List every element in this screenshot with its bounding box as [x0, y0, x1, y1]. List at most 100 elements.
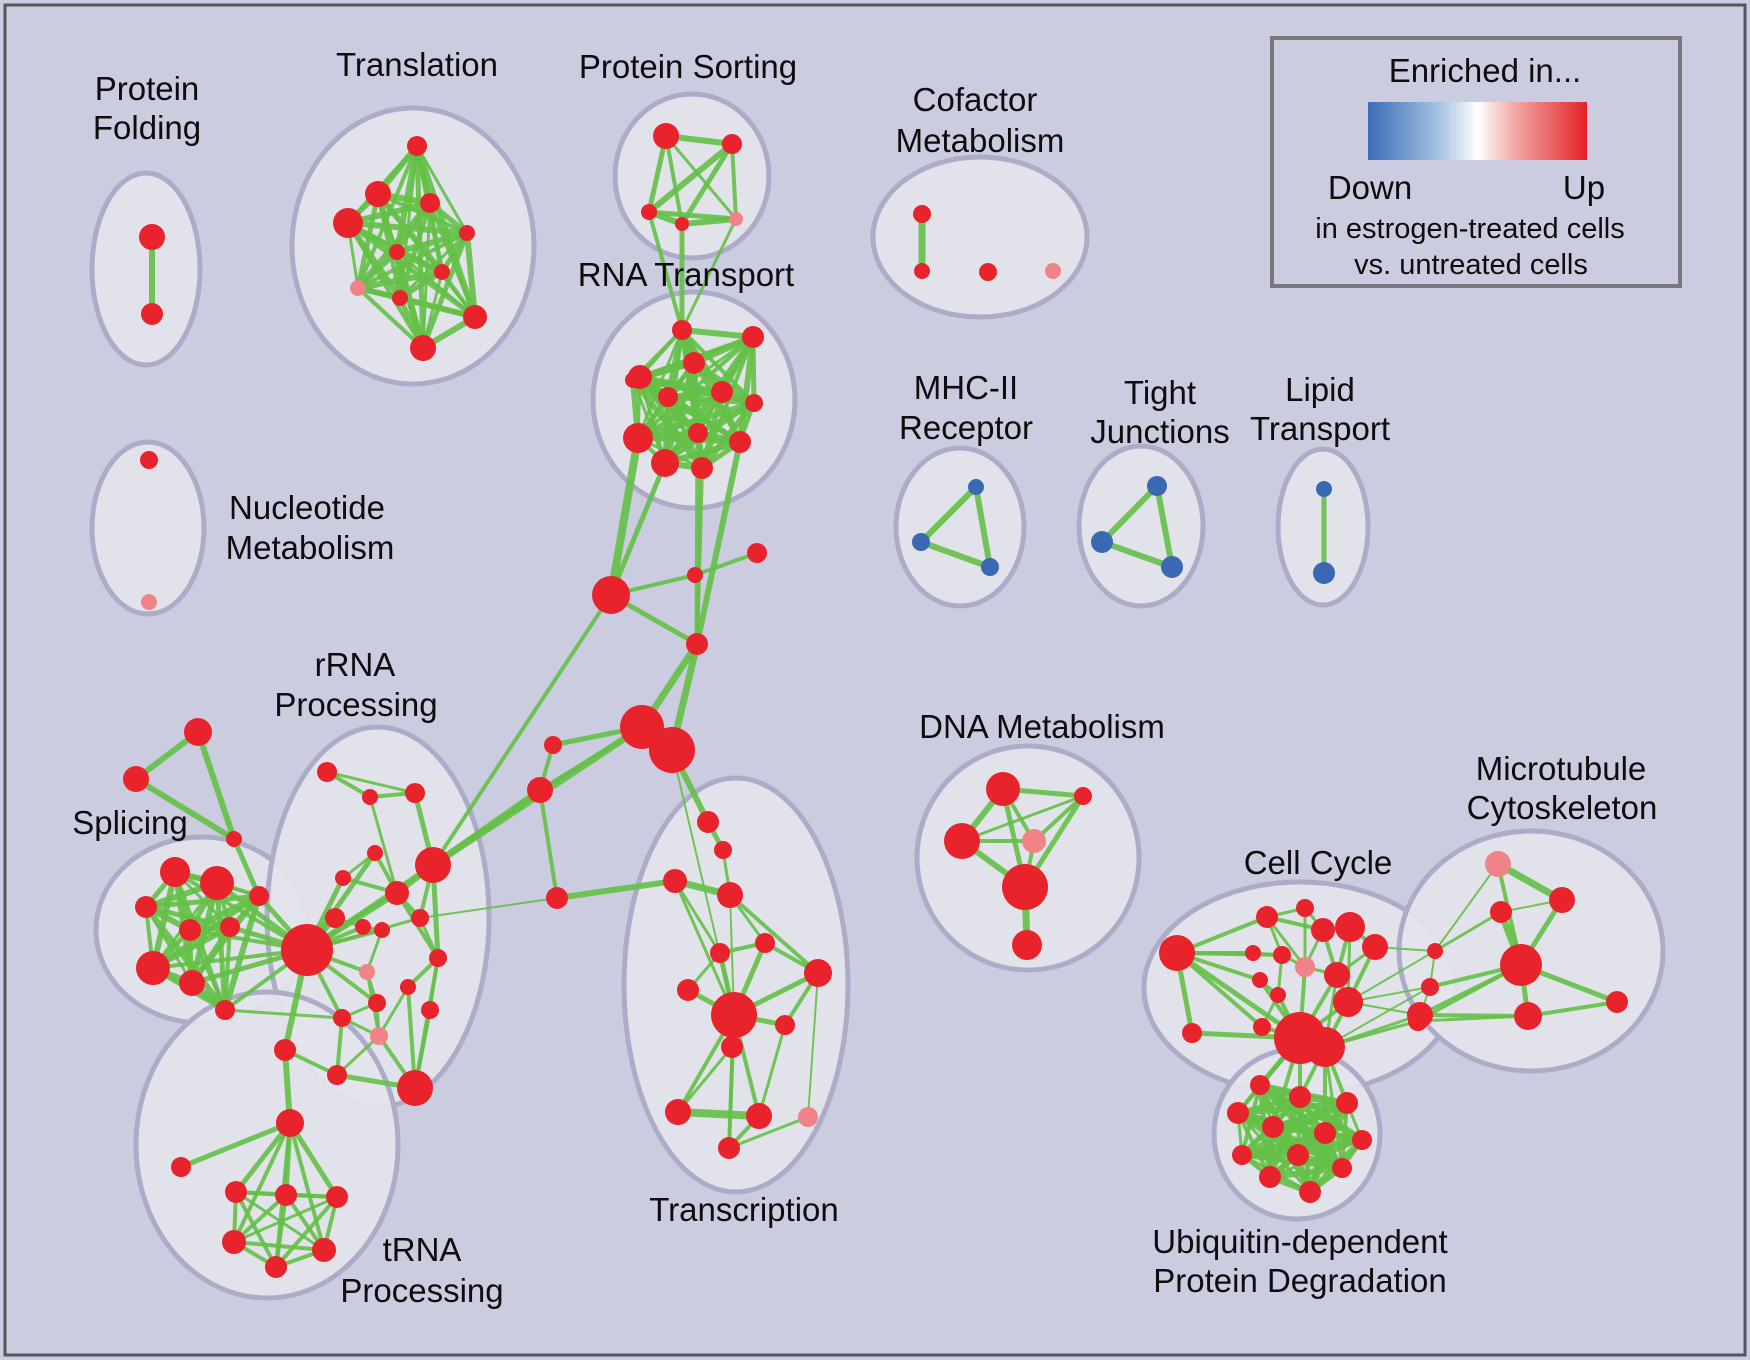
cluster-ellipse-nm: [89, 439, 207, 617]
node-dn-3: [1022, 829, 1046, 853]
edge-tx: [757, 1023, 787, 1118]
node-tx-8: [711, 992, 757, 1038]
node-mh-2: [981, 558, 999, 576]
node-tn-5: [222, 1230, 246, 1254]
node-tx-6: [804, 959, 832, 987]
node-tn-0: [276, 1109, 304, 1137]
edge-link-ps-rt: [647, 210, 684, 332]
node-ub-10: [1259, 1166, 1281, 1188]
node-sp-1: [200, 866, 234, 900]
node-nm-1: [141, 594, 157, 610]
node-rt-6: [711, 381, 733, 403]
edge-tl: [355, 269, 445, 291]
node-cn-9: [184, 718, 212, 746]
node-cc-13: [1270, 987, 1286, 1003]
node-lt-1: [1313, 562, 1335, 584]
edge-ps: [664, 134, 738, 221]
cluster-label-cf-0: Cofactor: [913, 81, 1038, 118]
node-cc-10: [1324, 962, 1350, 988]
cluster-label-nm-1: Metabolism: [226, 529, 395, 566]
node-tn-2: [225, 1181, 247, 1203]
node-tx-4: [710, 943, 730, 963]
node-dn-1: [1074, 787, 1092, 805]
cluster-label-nm-0: Nucleotide: [229, 489, 385, 526]
edge-ps: [679, 216, 739, 227]
node-sp-7: [215, 1000, 235, 1020]
node-cn-8: [546, 887, 568, 909]
edge-tl: [464, 230, 478, 320]
edge-tl: [394, 249, 445, 275]
edge-tn: [232, 1240, 326, 1252]
node-cn-3: [686, 633, 708, 655]
node-cc-16: [1305, 1027, 1345, 1067]
legend-title: Enriched in...: [1389, 52, 1582, 89]
cluster-label-lt-1: Transport: [1250, 410, 1390, 447]
node-rr-20: [274, 1039, 296, 1061]
node-ub-2: [1336, 1092, 1358, 1114]
node-tx-12: [746, 1103, 772, 1129]
cluster-label-rt-0: RNA Transport: [578, 256, 794, 293]
edge-tn: [274, 1195, 339, 1269]
edge-tj: [1154, 483, 1175, 570]
node-rt-10: [729, 431, 751, 453]
edge-rt: [679, 327, 756, 340]
node-ub-11: [1299, 1181, 1321, 1203]
node-rr-0: [317, 762, 337, 782]
edge-link-cn-tx: [671, 749, 735, 1016]
edge-cn: [693, 551, 759, 577]
node-rt-8: [623, 423, 653, 453]
edge-ub: [1267, 1165, 1345, 1180]
cluster-label-mh-1: Receptor: [899, 409, 1033, 446]
edge-tx: [673, 879, 736, 1017]
edge-tl: [394, 230, 470, 255]
edge-mh: [973, 484, 993, 570]
node-rt-1: [742, 326, 764, 348]
node-ps-1: [722, 134, 742, 154]
node-rr-5: [385, 881, 409, 905]
node-tj-1: [1091, 531, 1113, 553]
node-cc-5: [1335, 912, 1365, 942]
node-rr-16: [333, 1009, 351, 1027]
edge-cn: [133, 776, 237, 842]
cluster-ellipse-tj: [1076, 443, 1206, 609]
edge-link-cn-rr: [431, 593, 613, 867]
node-mt-3: [1500, 944, 1542, 986]
node-tl-7: [350, 280, 366, 296]
cluster-label-ub-1: Protein Degradation: [1153, 1262, 1447, 1299]
edge-cn: [195, 729, 237, 842]
node-sp-2: [135, 896, 157, 918]
node-mt-5: [1514, 1002, 1542, 1030]
node-ub-4: [1262, 1116, 1284, 1138]
edge-ps: [679, 141, 735, 227]
node-tx-1: [714, 841, 732, 859]
node-cc-14: [1253, 1018, 1271, 1036]
edge-link-cn-tx: [554, 878, 678, 901]
node-rr-6: [415, 847, 451, 883]
node-rt-2: [683, 352, 705, 374]
node-tx-7: [677, 979, 699, 1001]
node-tl-10: [410, 335, 436, 361]
node-cc-9: [1295, 957, 1315, 977]
nodes-layer: [123, 123, 1628, 1278]
legend: Enriched in... Down Up in estrogen-treat…: [1270, 36, 1682, 288]
node-cf-1: [914, 263, 930, 279]
node-pf-1: [141, 303, 163, 325]
cluster-label-ub-0: Ubiquitin-dependent: [1152, 1223, 1447, 1260]
node-cn-1: [687, 567, 703, 583]
legend-subtitle-line2: vs. untreated cells: [1354, 249, 1588, 281]
edge-tn: [232, 1121, 292, 1244]
cluster-label-tn-1: Processing: [340, 1272, 503, 1309]
node-rr-12: [429, 949, 447, 967]
node-sp-0: [160, 857, 190, 887]
edge-rt: [737, 334, 756, 445]
node-cc-12: [1252, 972, 1268, 988]
node-sp-3: [179, 919, 201, 941]
cluster-label-sp-0: Splicing: [72, 804, 188, 841]
edge-tx: [673, 879, 722, 955]
edge-link-cc-ub: [1323, 1045, 1344, 1170]
node-tn-6: [312, 1238, 336, 1262]
node-tn-1: [171, 1157, 191, 1177]
cluster-ellipse-cf: [870, 154, 1090, 320]
edge-link-cc-mt: [1434, 863, 1499, 952]
